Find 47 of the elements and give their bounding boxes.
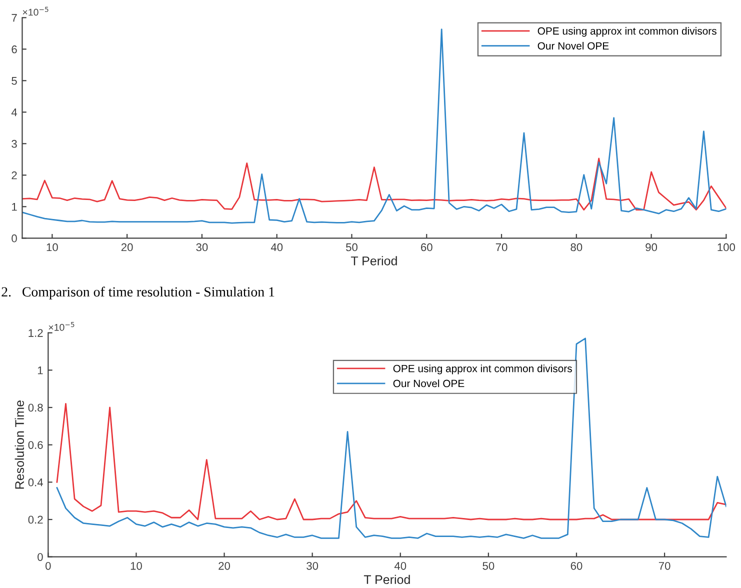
x-tick-label: 50	[346, 243, 358, 252]
y-tick-label: 0.8	[28, 404, 43, 412]
x-tick-label: 100	[718, 243, 736, 252]
y-tick-label: 4	[11, 108, 18, 116]
text: ×10$^{−5}$	[48, 322, 74, 331]
x-tick-label: 20	[121, 243, 133, 252]
line-series	[22, 158, 726, 210]
x-tick-label: 20	[218, 562, 230, 570]
y-axis-title: Resolution Time	[14, 400, 24, 489]
y-tick-label: 7	[12, 14, 17, 22]
y-tick-label: 0	[12, 234, 17, 242]
x-tick-label: 10	[130, 562, 142, 570]
y-tick-label: 0.4	[28, 478, 43, 486]
legend-label: Our Novel OPE	[538, 42, 609, 50]
x-tick-label: 70	[658, 562, 670, 570]
text: 2. Comparison of time resolution - Simulation 1	[2, 286, 274, 300]
legend-label: OPE using approx int common divisors	[393, 364, 572, 374]
x-tick-label: 70	[496, 243, 508, 252]
x-tick-label: 60	[421, 243, 432, 252]
x-axis-title: T Period	[350, 256, 397, 266]
x-tick-label: 80	[570, 243, 582, 252]
line-series	[56, 403, 726, 520]
y-tick-label: 1	[12, 203, 17, 211]
x-tick-label: 10	[46, 243, 58, 252]
y-tick-label: 1.2	[28, 329, 43, 337]
x-tick-label: 30	[306, 562, 318, 570]
x-tick-label: 30	[196, 243, 208, 252]
y-tick-label: 0.6	[28, 441, 43, 449]
y-tick-label: 5	[12, 77, 17, 85]
y-tick-label: 1	[38, 366, 43, 374]
legend-label: OPE using approx int common divisors	[538, 27, 716, 37]
y-tick-label: 0	[38, 553, 43, 561]
x-tick-label: 90	[646, 243, 658, 252]
line-series	[22, 28, 726, 224]
x-tick-label: 40	[394, 562, 406, 570]
y-tick-label: 0.2	[28, 516, 43, 524]
line-series	[56, 338, 726, 539]
y-tick-label: 2	[12, 171, 17, 180]
y-tick-label: 3	[12, 140, 17, 148]
x-tick-label: 50	[482, 562, 494, 570]
x-tick-label: 0	[46, 562, 51, 570]
y-tick-label: 6	[12, 45, 17, 54]
x-tick-label: 60	[570, 562, 582, 570]
x-tick-label: 40	[270, 243, 283, 252]
x-axis-title: T Period	[364, 574, 410, 584]
text: ×10$^{−5}$	[22, 6, 48, 16]
legend-label: Our Novel OPE	[393, 380, 464, 388]
